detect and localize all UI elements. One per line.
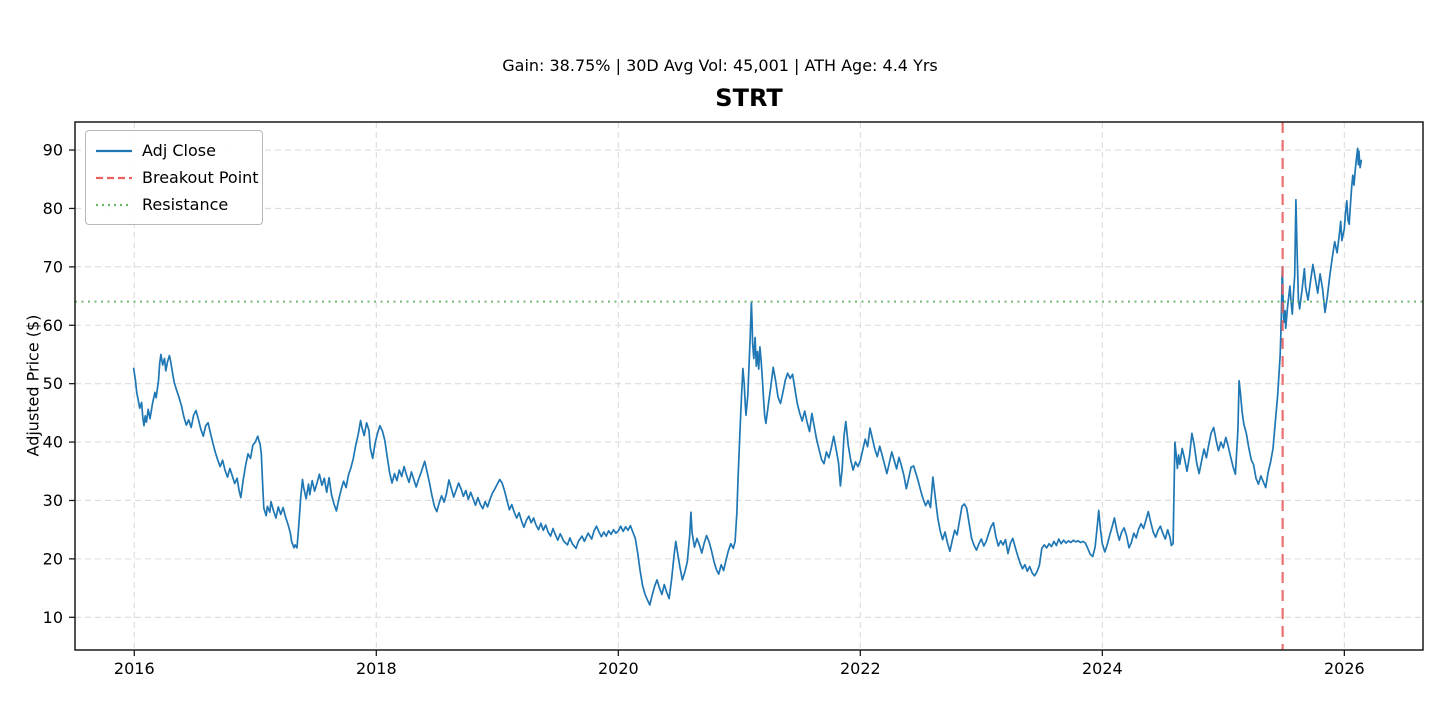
y-tick-label: 90 xyxy=(43,141,63,160)
y-tick-label: 40 xyxy=(43,433,63,452)
adj-close-line-icon xyxy=(96,149,132,152)
axis-ticks-and-labels: 2016 2018 2020 2022 2024 2026 10 20 30 40 50 60 70 80… xyxy=(43,141,1365,678)
breakout-dashed-line-icon xyxy=(96,176,132,179)
x-tick-label: 2020 xyxy=(598,659,639,678)
legend-label-adj-close: Adj Close xyxy=(142,141,216,160)
legend-label-breakout-point: Breakout Point xyxy=(142,168,259,187)
x-tick-label: 2018 xyxy=(356,659,397,678)
x-tick-label: 2026 xyxy=(1324,659,1365,678)
legend-item-adj-close: Adj Close xyxy=(95,137,252,164)
y-tick-label: 70 xyxy=(43,257,63,276)
legend-label-resistance: Resistance xyxy=(142,195,229,214)
y-tick-label: 30 xyxy=(43,491,63,510)
y-tick-label: 20 xyxy=(43,549,63,568)
adj-close-line xyxy=(132,147,1363,606)
gridlines xyxy=(75,122,1423,650)
y-tick-label: 10 xyxy=(43,608,63,627)
y-tick-label: 60 xyxy=(43,316,63,335)
legend-item-resistance: Resistance xyxy=(95,191,252,218)
resistance-dotted-line-icon xyxy=(96,203,132,206)
x-tick-label: 2024 xyxy=(1082,659,1123,678)
y-tick-label: 80 xyxy=(43,199,63,218)
legend-item-breakout-point: Breakout Point xyxy=(95,164,259,191)
y-tick-label: 50 xyxy=(43,374,63,393)
chart-title: STRT xyxy=(715,84,783,112)
axes-frame xyxy=(74,121,1424,651)
stats-suptitle: Gain: 38.75% | 30D Avg Vol: 45,001 | ATH… xyxy=(502,56,938,75)
x-tick-label: 2022 xyxy=(840,659,881,678)
legend: Adj Close Breakout Point Resistance xyxy=(85,130,263,225)
x-tick-label: 2016 xyxy=(114,659,155,678)
